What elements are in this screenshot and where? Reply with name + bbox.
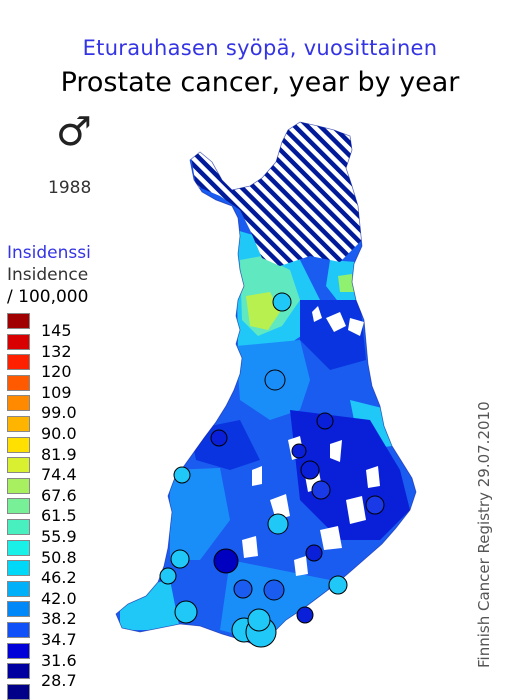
legend-label: 28.7	[41, 671, 77, 691]
city-marker	[173, 466, 191, 484]
legend-swatch	[7, 354, 30, 371]
legend-swatch	[7, 601, 30, 618]
city-marker	[263, 579, 285, 601]
city-marker	[365, 495, 385, 515]
legend-swatch	[7, 313, 30, 329]
legend-swatch	[7, 498, 30, 515]
legend-label: 67.6	[41, 485, 77, 505]
legend-label: 46.2	[41, 568, 77, 588]
city-marker	[300, 460, 320, 480]
city-marker	[174, 600, 198, 624]
legend-label: 120	[41, 362, 72, 382]
city-marker	[272, 292, 292, 312]
legend-label: 31.6	[41, 650, 77, 670]
city-marker	[264, 369, 286, 391]
legend-swatch	[7, 642, 30, 659]
legend-swatch	[7, 477, 30, 494]
legend-label: 81.9	[41, 444, 77, 464]
legend-swatch	[7, 416, 30, 432]
legend-label: 132	[41, 341, 72, 361]
legend-label: 38.2	[41, 609, 77, 629]
city-marker	[159, 567, 177, 585]
city-marker	[311, 480, 331, 500]
legend-swatch	[7, 457, 30, 474]
legend-title-finnish: Insidenssi	[7, 243, 91, 263]
source-credit: Finnish Cancer Registry 29.07.2010	[475, 401, 493, 668]
legend-unit: / 100,000	[7, 287, 89, 307]
legend-label: 50.8	[41, 547, 77, 567]
legend-label: 42.0	[41, 588, 77, 608]
legend-label: 90.0	[41, 424, 77, 443]
city-marker	[213, 548, 239, 574]
title-english: Prostate cancer, year by year	[60, 67, 460, 98]
legend-label: 55.9	[41, 527, 77, 546]
city-marker	[210, 429, 228, 447]
legend-swatch	[7, 622, 30, 638]
legend-swatch	[7, 539, 30, 556]
legend-label: 109	[41, 382, 72, 402]
city-marker	[296, 606, 314, 624]
legend-swatch	[7, 374, 30, 391]
legend-label: 74.4	[41, 465, 77, 485]
legend-swatch	[7, 560, 30, 577]
city-marker	[170, 549, 190, 569]
male-symbol-icon: ♂	[56, 109, 92, 155]
city-marker	[267, 513, 289, 535]
legend-label: 61.5	[41, 506, 77, 526]
city-marker	[305, 544, 323, 562]
legend-label: 99.0	[41, 403, 77, 423]
legend-swatch	[7, 333, 30, 350]
title-finnish: Eturauhasen syöpä, vuosittainen	[82, 36, 438, 60]
city-marker	[291, 443, 307, 459]
legend-title-english: Insidence	[7, 265, 89, 285]
city-marker	[247, 608, 271, 632]
legend-swatch	[7, 683, 30, 700]
legend-label: 145	[41, 321, 72, 340]
city-marker	[316, 412, 334, 430]
legend-swatch	[7, 519, 30, 535]
legend-swatch	[7, 395, 30, 412]
city-markers	[159, 292, 385, 648]
city-marker	[328, 575, 348, 595]
year-label: 1988	[48, 178, 92, 198]
legend-label: 34.7	[41, 630, 77, 649]
legend-swatch	[7, 436, 30, 453]
city-marker	[233, 579, 253, 599]
legend-swatch	[7, 580, 30, 597]
legend-swatch	[7, 663, 30, 680]
